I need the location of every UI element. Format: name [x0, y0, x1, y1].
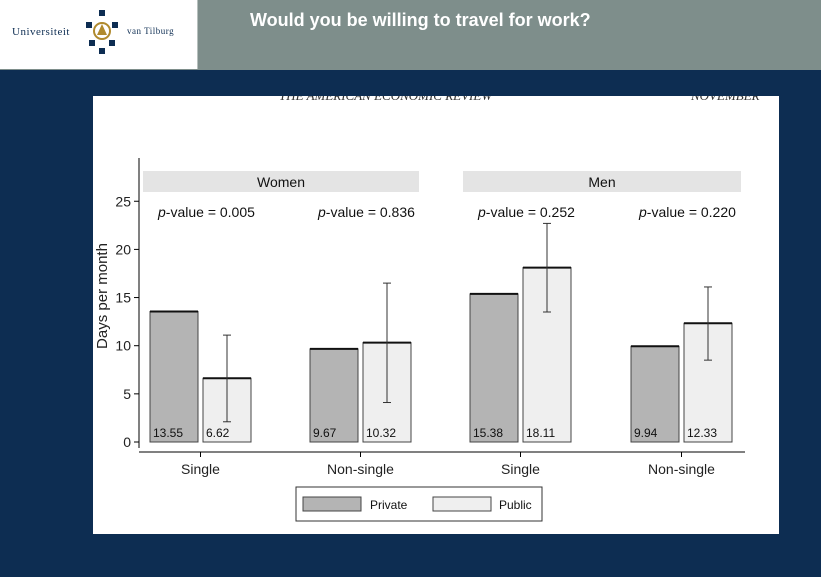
legend-label-public: Public — [499, 498, 532, 512]
y-axis-label: Days per month — [94, 243, 111, 349]
bar-private — [149, 311, 199, 443]
y-tick-label: 15 — [115, 290, 131, 306]
university-seal-icon — [86, 10, 118, 54]
bar-value-label: 9.94 — [634, 426, 658, 440]
panel-label-women: Women — [257, 174, 305, 190]
pvalue-label: p-value = 0.220 — [638, 204, 736, 220]
y-tick-label: 5 — [123, 386, 131, 402]
logo-text-right: van Tilburg — [127, 26, 175, 36]
legend-swatch-private — [302, 496, 362, 512]
bar-value-label: 13.55 — [153, 426, 183, 440]
x-tick-label: Non-single — [327, 461, 394, 477]
x-tick-label: Single — [501, 461, 540, 477]
y-tick-label: 20 — [115, 241, 131, 257]
journal-header-right: NOVEMBER — [691, 96, 760, 104]
bar-value-label: 6.62 — [206, 426, 230, 440]
bar-value-label: 9.67 — [313, 426, 337, 440]
x-tick-label: Single — [181, 461, 220, 477]
pvalue-label: p-value = 0.836 — [317, 204, 415, 220]
slide-header: Universiteit van Tilburg Would you be wi… — [0, 0, 821, 70]
bar-value-label: 12.33 — [687, 426, 717, 440]
university-logo: Universiteit van Tilburg — [0, 0, 198, 69]
pvalue-label: p-value = 0.252 — [477, 204, 575, 220]
bar-private — [630, 345, 680, 443]
panel-label-men: Men — [588, 174, 615, 190]
figure-image: THE AMERICAN ECONOMIC REVIEW NOVEMBER 0 5… — [93, 96, 779, 534]
bar-private — [309, 348, 359, 443]
bar-private — [469, 293, 519, 443]
panel-strip-men — [463, 171, 741, 192]
bar-value-label: 15.38 — [473, 426, 503, 440]
y-tick-label: 25 — [115, 193, 131, 209]
pvalue-label: p-value = 0.005 — [157, 204, 255, 220]
bar-value-label: 10.32 — [366, 426, 396, 440]
logo-text-left: Universiteit — [12, 26, 70, 38]
legend-label-private: Private — [370, 498, 408, 512]
slide-title: Would you be willing to travel for work? — [250, 10, 591, 30]
y-tick-label: 10 — [115, 338, 131, 354]
bar-chart: 0 5 10 15 20 25 Days per month Women Men p-value … — [94, 158, 745, 522]
journal-header-left: THE AMERICAN ECONOMIC REVIEW — [279, 96, 492, 104]
x-tick-label: Non-single — [648, 461, 715, 477]
y-tick-label: 0 — [123, 434, 131, 450]
panel-strip-women — [143, 171, 419, 192]
legend-swatch-public — [432, 496, 492, 512]
bar-value-label: 18.11 — [526, 426, 555, 440]
